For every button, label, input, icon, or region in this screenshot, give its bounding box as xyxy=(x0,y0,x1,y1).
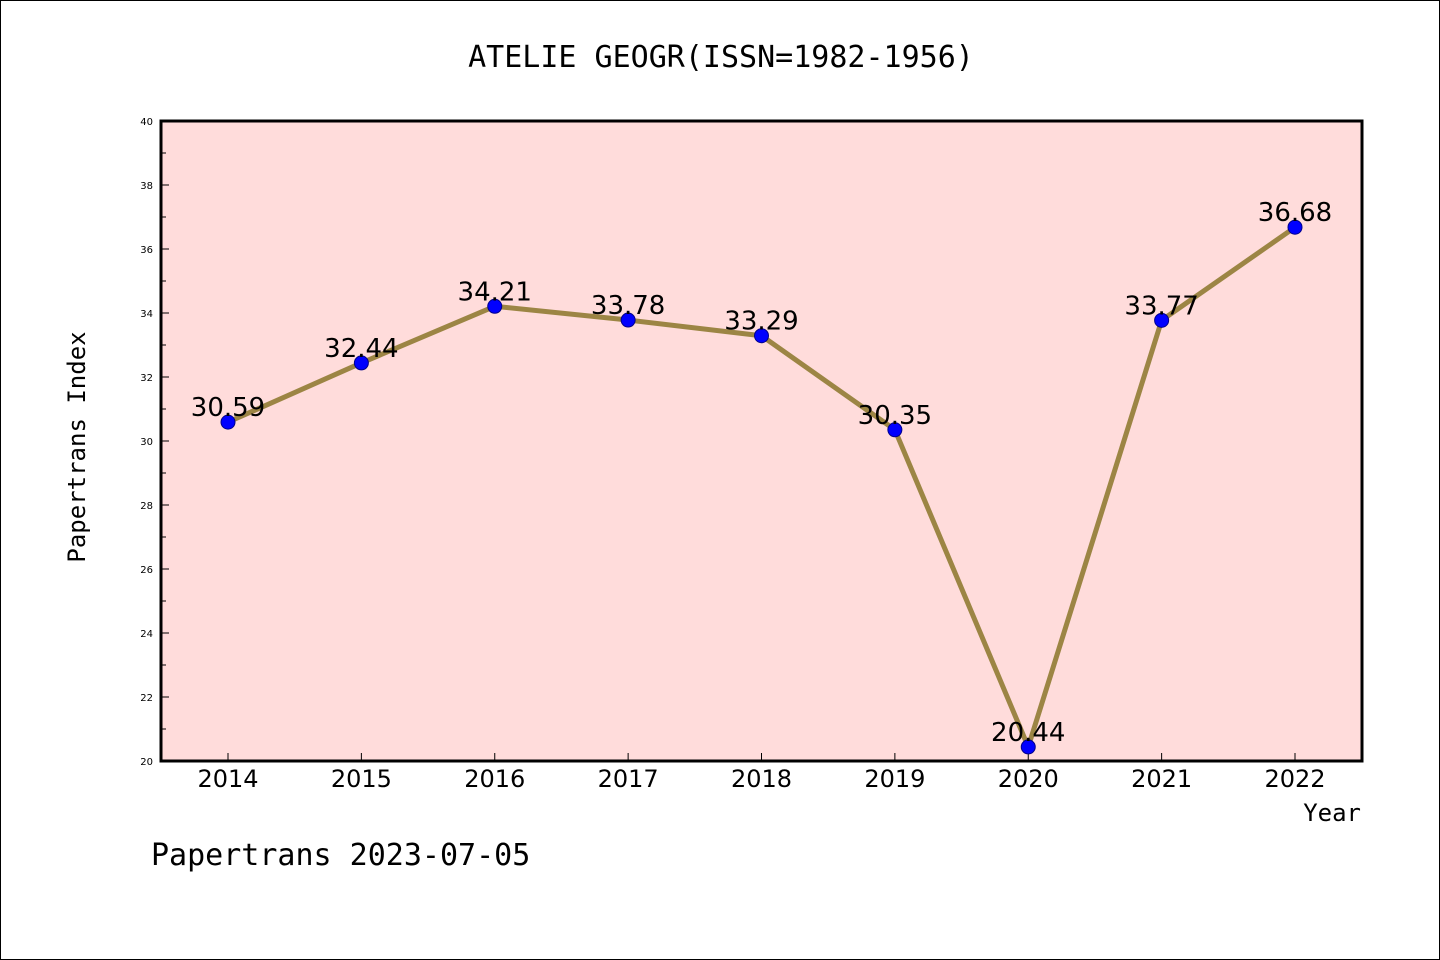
y-tick-label: 30 xyxy=(140,437,153,448)
x-tick-label: 2018 xyxy=(731,765,792,793)
data-point-marker xyxy=(487,298,503,314)
x-tick-label: 2017 xyxy=(598,765,659,793)
data-point-marker xyxy=(220,414,236,430)
data-label: 33.78 xyxy=(591,291,665,321)
data-point-marker xyxy=(1154,312,1170,328)
y-axis: 20 22 24 26 28 30 32 34 36 38 40 xyxy=(140,117,169,768)
chart-title: ATELIE GEOGR(ISSN=1982-1956) xyxy=(468,40,974,75)
data-point-marker xyxy=(353,355,369,371)
marker-group xyxy=(220,219,1303,755)
x-tick-label: 2015 xyxy=(331,765,392,793)
data-label: 33.77 xyxy=(1124,291,1198,321)
y-tick-label: 22 xyxy=(140,693,153,704)
data-point-marker xyxy=(620,312,636,328)
data-point-marker xyxy=(754,328,769,344)
footer-text: Papertrans 2023-07-05 xyxy=(151,838,530,873)
x-tick-label: 2021 xyxy=(1131,765,1192,793)
data-label: 30.35 xyxy=(858,401,932,431)
y-tick-label: 26 xyxy=(140,565,153,576)
plot-border xyxy=(159,119,1364,763)
y-tick-label: 20 xyxy=(140,757,153,768)
data-label: 20.44 xyxy=(991,718,1065,748)
data-label: 36.68 xyxy=(1258,198,1332,228)
y-tick-label: 32 xyxy=(140,373,153,384)
x-axis: 2014 2015 2016 2017 2018 2019 2020 2021 2022 xyxy=(197,753,1326,793)
y-axis-label: Papertrans Index xyxy=(63,331,91,562)
x-tick-label: 2020 xyxy=(998,765,1059,793)
data-label: 34.21 xyxy=(458,277,532,307)
data-point-marker xyxy=(887,422,903,438)
y-tick-label: 40 xyxy=(140,117,153,128)
y-tick-label: 36 xyxy=(140,245,153,256)
data-label: 30.59 xyxy=(191,393,265,423)
x-tick-label: 2022 xyxy=(1264,765,1325,793)
data-label-group: 30.59 32.44 34.21 33.78 33.29 30.35 20.44 33.77… xyxy=(191,198,1332,748)
data-point-marker xyxy=(1287,219,1303,235)
plot-area xyxy=(161,121,1362,761)
y-tick-label: 34 xyxy=(140,309,153,320)
y-tick-label: 28 xyxy=(140,501,153,512)
x-tick-label: 2019 xyxy=(864,765,925,793)
y-tick-label: 24 xyxy=(140,629,153,640)
data-point-marker xyxy=(1020,739,1036,755)
data-label: 32.44 xyxy=(324,334,398,364)
x-tick-label: 2016 xyxy=(464,765,525,793)
x-axis-label: Year xyxy=(1303,799,1361,827)
y-tick-label: 38 xyxy=(140,181,153,192)
data-label: 33.29 xyxy=(724,307,798,337)
x-tick-label: 2014 xyxy=(197,765,258,793)
